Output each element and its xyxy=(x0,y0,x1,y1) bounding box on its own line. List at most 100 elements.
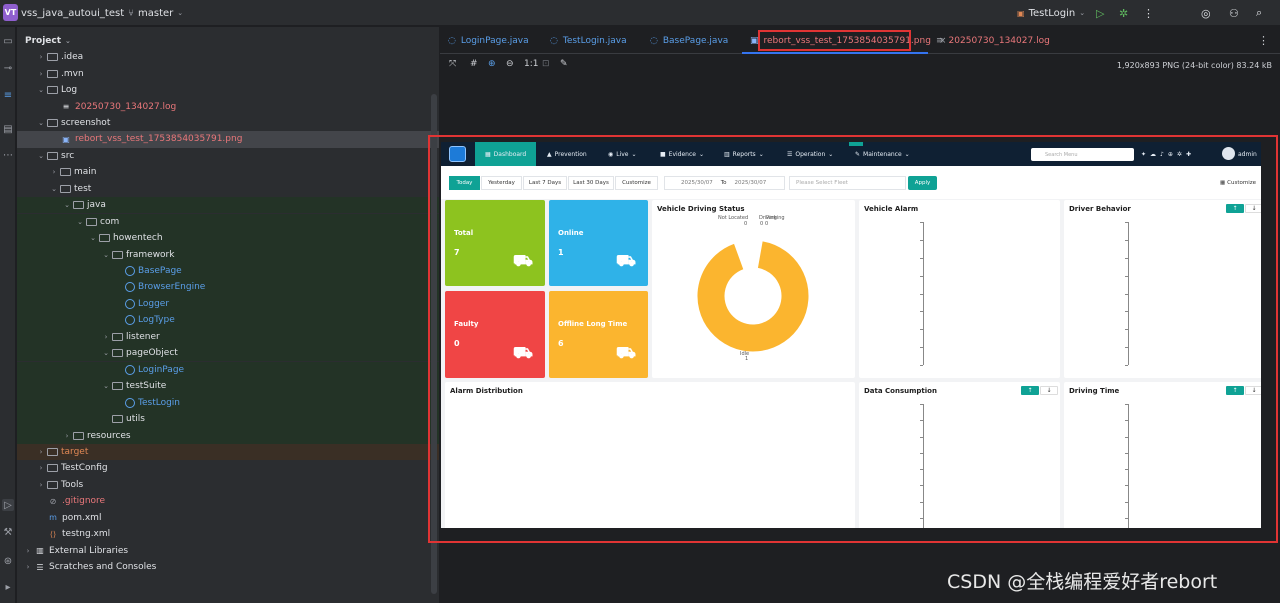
tree-item[interactable]: › resources xyxy=(17,427,439,444)
tree-item[interactable]: › .idea xyxy=(17,49,439,65)
more-icon[interactable]: ⋮ xyxy=(1143,6,1154,20)
sort-down-button[interactable]: ↓ xyxy=(1245,386,1261,395)
chevron-down-icon[interactable]: ⌄ xyxy=(64,201,70,210)
close-icon[interactable]: × xyxy=(938,35,947,46)
user-name[interactable]: admin xyxy=(1238,150,1257,158)
chevron-down-icon[interactable]: ⌄ xyxy=(90,234,96,243)
tab-testlogin[interactable]: ◌ TestLogin.java xyxy=(550,27,627,54)
filter-customize[interactable]: Customize xyxy=(615,176,658,190)
tree-item[interactable]: › Tools xyxy=(17,477,439,493)
tree-item[interactable]: ⌄ com xyxy=(17,213,439,230)
tree-item[interactable]: › ▥ External Libraries xyxy=(17,543,439,559)
project-badge[interactable]: VT xyxy=(3,4,18,21)
tree-item[interactable]: Logger xyxy=(17,295,439,313)
run-tool-icon[interactable]: ▷ xyxy=(2,499,14,511)
run-config-selector[interactable]: ▣ TestLogin ⌄ xyxy=(1017,0,1085,26)
ai-assistant-icon[interactable]: ◎ xyxy=(1201,6,1211,20)
tree-item[interactable]: ⌄ testSuite xyxy=(17,378,439,395)
tree-item[interactable]: › listener xyxy=(17,328,439,346)
chevron-right-icon[interactable]: › xyxy=(39,464,43,473)
chevron-down-icon[interactable]: ⌄ xyxy=(38,86,44,95)
puzzle-icon[interactable]: ✚ xyxy=(1185,150,1195,158)
services-icon[interactable]: ⊛ xyxy=(3,555,13,567)
structure-icon[interactable]: ≡ xyxy=(3,89,13,101)
grid-icon[interactable]: # xyxy=(470,59,478,69)
card-online[interactable]: Online 1 ⛟ xyxy=(549,200,648,286)
cloud-icon[interactable]: ☁ xyxy=(1150,150,1161,158)
add-user-icon[interactable]: ⚇ xyxy=(1229,6,1239,20)
nav-operation[interactable]: ☰ Operation ⌄ xyxy=(787,142,833,166)
run-icon[interactable]: ▷ xyxy=(1096,6,1105,20)
tree-item[interactable]: BasePage xyxy=(17,262,439,280)
tree-item[interactable]: › target xyxy=(17,443,439,461)
chevron-down-icon[interactable]: ⌄ xyxy=(103,250,109,259)
filter-yesterday[interactable]: Yesterday xyxy=(481,176,522,190)
project-scrollbar[interactable] xyxy=(431,94,437,594)
sort-down-button[interactable]: ↓ xyxy=(1040,386,1058,395)
gear-icon[interactable]: ✲ xyxy=(1176,150,1186,158)
search-icon[interactable]: ⌕ xyxy=(1256,6,1263,19)
tree-item[interactable]: ⌄ pageObject xyxy=(17,345,439,362)
filter-today[interactable]: Today xyxy=(449,176,480,190)
chevron-right-icon[interactable]: › xyxy=(52,168,56,177)
tab-basepage[interactable]: ◌ BasePage.java xyxy=(650,27,728,54)
fit-icon[interactable]: ⤧ xyxy=(449,59,457,69)
zoom-in-icon[interactable]: ⊕ xyxy=(488,59,496,69)
customize-layout-button[interactable]: ▦ Customize xyxy=(1219,176,1257,190)
chevron-down-icon[interactable]: ⌄ xyxy=(77,217,83,226)
project-panel-header[interactable]: Project ⌄ xyxy=(17,27,439,54)
tree-item[interactable]: LoginPage xyxy=(17,361,439,378)
tree-item[interactable]: ⌄ screenshot xyxy=(17,115,439,131)
zoom-out-icon[interactable]: ⊖ xyxy=(506,59,514,69)
tree-item[interactable]: › ☰ Scratches and Consoles xyxy=(17,559,439,575)
fleet-select[interactable]: Please Select Fleet xyxy=(789,176,906,190)
sort-up-button[interactable]: ↑ xyxy=(1226,386,1244,395)
branch-selector[interactable]: ⑂ master ⌄ xyxy=(128,0,183,26)
bell-icon[interactable]: ♪ xyxy=(1160,150,1168,158)
tab-loginpage[interactable]: ◌ LoginPage.java xyxy=(448,27,529,54)
sort-up-button[interactable]: ↑ xyxy=(1226,204,1244,213)
chevron-down-icon[interactable]: ⌄ xyxy=(38,118,44,127)
color-picker-icon[interactable]: ✎ xyxy=(560,59,568,69)
nav-live[interactable]: ◉ Live ⌄ xyxy=(608,142,637,166)
build-icon[interactable]: ⚒ xyxy=(3,526,13,538)
chevron-down-icon[interactable]: ⌄ xyxy=(103,349,109,358)
debug-icon[interactable]: ✲ xyxy=(1119,6,1129,20)
project-name[interactable]: vss_java_autoui_test ⌄ xyxy=(21,0,134,26)
tree-item[interactable]: ▣ rebort_vss_test_1753854035791.png xyxy=(17,131,439,148)
sort-down-button[interactable]: ↓ xyxy=(1245,204,1261,213)
filter-last-30-days[interactable]: Last 30 Days xyxy=(568,176,614,190)
chevron-right-icon[interactable]: › xyxy=(104,332,108,341)
fit-window-icon[interactable]: ⊡ xyxy=(542,59,550,69)
tab-screenshot-png[interactable]: ▣ rebort_vss_test_1753854035791.png × xyxy=(750,27,946,54)
tree-item[interactable]: m pom.xml xyxy=(17,510,439,526)
nav-dashboard[interactable]: ▦ Dashboard xyxy=(485,142,526,166)
tree-item[interactable]: BrowserEngine xyxy=(17,279,439,296)
chevron-right-icon[interactable]: › xyxy=(39,480,43,489)
globe-icon[interactable]: ⊕ xyxy=(1167,150,1177,158)
tab-log[interactable]: ≡ 20250730_134027.log xyxy=(936,27,1050,54)
header-icons[interactable]: ✦ ☁ ♪ ⊕ ✲ ✚ xyxy=(1141,142,1195,166)
tree-item[interactable]: ≡ 20250730_134027.log xyxy=(17,98,439,114)
bookmarks-icon[interactable]: ▤ xyxy=(3,123,13,135)
tree-item[interactable]: ⊘ .gitignore xyxy=(17,493,439,509)
nav-reports[interactable]: ▥ Reports ⌄ xyxy=(724,142,764,166)
commit-icon[interactable]: ⊸ xyxy=(3,62,13,74)
tree-item[interactable]: › main xyxy=(17,164,439,180)
tab-options-icon[interactable]: ⋮ xyxy=(1258,34,1269,47)
terminal-icon[interactable]: ▸ xyxy=(5,581,11,593)
folder-icon[interactable]: ▭ xyxy=(3,35,13,47)
chevron-right-icon[interactable]: › xyxy=(39,69,43,78)
tree-item[interactable]: ⟨⟩ testng.xml xyxy=(17,526,439,542)
avatar[interactable] xyxy=(1222,147,1235,160)
tree-item[interactable]: LogType xyxy=(17,312,439,329)
actual-size-button[interactable]: 1:1 xyxy=(524,59,539,69)
date-range-input[interactable]: 2025/30/07 To 2025/30/07 xyxy=(664,176,785,190)
chevron-right-icon[interactable]: › xyxy=(26,546,30,555)
chevron-right-icon[interactable]: › xyxy=(39,447,43,456)
chevron-right-icon[interactable]: › xyxy=(26,563,30,572)
tree-item[interactable]: › TestConfig xyxy=(17,460,439,476)
nav-maintenance[interactable]: ✎ Maintenance ⌄ xyxy=(855,142,910,166)
apply-button[interactable]: Apply xyxy=(908,176,937,190)
pin-icon[interactable]: ✦ xyxy=(1141,150,1151,158)
